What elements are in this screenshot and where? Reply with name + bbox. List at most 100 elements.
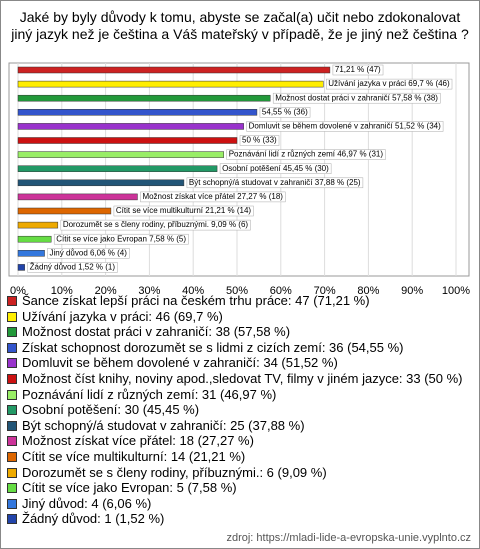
- legend-swatch: [7, 373, 17, 384]
- legend-label: Jiný důvod: 4 (6,06 %): [22, 495, 152, 511]
- legend-label: Dorozumět se s členy rodiny, příbuznými.…: [22, 464, 327, 480]
- x-tick-label: 90%: [401, 285, 423, 297]
- value-label: Možnost získat více přátel 27,27 % (18): [142, 192, 283, 201]
- x-tick-label: 30%: [138, 285, 160, 297]
- legend-swatch: [7, 405, 17, 416]
- value-label-bg: [226, 149, 386, 160]
- value-label: Osobní potěšení 45,45 % (30): [222, 164, 329, 173]
- value-label-bg: [239, 135, 280, 146]
- value-label: Žádný důvod 1,52 % (1): [30, 263, 116, 272]
- legend-label: Možnost získat více přátel: 18 (27,27 %): [22, 433, 254, 449]
- legend-swatch: [7, 296, 17, 306]
- value-label-bg: [47, 248, 130, 259]
- legend-item: Žádný důvod: 1 (1,52 %): [7, 511, 469, 527]
- legend-swatch: [7, 451, 17, 462]
- value-label: Poznávání lidí z různých zemí 46,97 % (3…: [229, 150, 384, 159]
- legend-label: Cítit se více multikulturní: 14 (21,21 %…: [22, 448, 246, 464]
- legend-swatch: [7, 483, 17, 494]
- value-label: Být schopný/á studovat v zahraničí 37,88…: [189, 178, 361, 187]
- value-label: 71,21 % (47): [335, 65, 381, 74]
- legend-swatch: [7, 467, 17, 478]
- value-label-bg: [53, 233, 189, 245]
- x-tick-label: 10%: [51, 285, 73, 297]
- bar: [17, 137, 238, 144]
- legend-label: Cítit se více jako Evropan: 5 (7,58 %): [22, 480, 237, 496]
- bar: [17, 179, 185, 187]
- value-label-bg: [140, 191, 286, 203]
- value-label: Dorozumět se s členy rodiny, příbuznými.…: [63, 220, 249, 229]
- x-tick-label: 50%: [226, 285, 248, 297]
- value-label-bg: [272, 92, 441, 104]
- legend-swatch: [7, 311, 17, 322]
- value-label-bg: [326, 78, 453, 90]
- x-tick-label: 40%: [182, 285, 204, 297]
- bar: [17, 250, 45, 257]
- legend-swatch: [7, 498, 17, 509]
- legend: Šance získat lepší práci na českém trhu …: [7, 293, 469, 527]
- legend-label: Možnost číst knihy, noviny apod.,sledova…: [22, 370, 463, 386]
- value-label-bg: [113, 205, 254, 217]
- value-label-bg: [186, 177, 364, 189]
- x-tick-label: 80%: [357, 285, 379, 297]
- legend-label: Domluvit se během dovolené v zahraničí: …: [22, 355, 338, 371]
- value-label: Domluvit se během dovolené v zahraničí 5…: [249, 122, 441, 131]
- value-label: Užívání jazyka v práci 69,7 % (46): [328, 79, 450, 88]
- value-label-bg: [246, 121, 444, 132]
- legend-item: Možnost získat více přátel: 18 (27,27 %): [7, 433, 469, 449]
- x-tick-label: 20%: [95, 285, 117, 297]
- legend-item: Cítit se více multikulturní: 14 (21,21 %…: [7, 449, 469, 465]
- legend-swatch: [7, 389, 17, 400]
- legend-label: Být schopný/á studovat v zahraničí: 25 (…: [22, 417, 305, 433]
- legend-label: Získat schopnost dorozumět se s lidmi z …: [22, 339, 404, 355]
- legend-label: Šance získat lepší práci na českém trhu …: [22, 293, 370, 308]
- bar: [17, 221, 59, 229]
- legend-item: Cítit se více jako Evropan: 5 (7,58 %): [7, 480, 469, 496]
- legend-swatch: [7, 514, 17, 525]
- value-label: Cítit se více multikulturní 21,21 % (14): [116, 206, 252, 215]
- legend-label: Užívání jazyka v práci: 46 (69,7 %): [22, 308, 223, 324]
- value-label: Možnost dostat práci v zahraničí 57,58 %…: [275, 93, 438, 102]
- legend-item: Šance získat lepší práci na českém trhu …: [7, 293, 469, 309]
- value-label: 54,55 % (36): [262, 107, 308, 116]
- legend-swatch: [7, 327, 17, 338]
- legend-item: Být schopný/á studovat v zahraničí: 25 (…: [7, 418, 469, 434]
- value-label: Jiný důvod 6,06 % (4): [50, 248, 128, 257]
- plot: 0% 10% 20% 30% 40% 50% 60% 70% 80% 90% 100% 71,21 %…: [8, 62, 470, 297]
- bar: [17, 151, 224, 158]
- value-label-bg: [332, 64, 384, 76]
- legend-item: Poznávání lidí z různých zemí: 31 (46,97…: [7, 387, 469, 403]
- bar: [17, 109, 258, 116]
- legend-item: Dorozumět se s členy rodiny, příbuznými.…: [7, 465, 469, 481]
- chart-title: Jaké by byly důvody k tomu, abyste se za…: [11, 9, 469, 42]
- legend-item: Jiný důvod: 4 (6,06 %): [7, 496, 469, 512]
- value-label-bg: [60, 219, 251, 231]
- legend-swatch: [7, 358, 17, 369]
- bar: [17, 80, 324, 88]
- value-label: 50 % (33): [242, 136, 277, 145]
- legend-item: Získat schopnost dorozumět se s lidmi z …: [7, 340, 469, 356]
- value-label: Cítit se více jako Evropan 7,58 % (5): [56, 234, 186, 243]
- legend-label: Možnost dostat práci v zahraničí: 38 (57…: [22, 324, 291, 340]
- bar: [17, 193, 138, 201]
- legend-item: Užívání jazyka v práci: 46 (69,7 %): [7, 309, 469, 325]
- legend-item: Možnost dostat práci v zahraničí: 38 (57…: [7, 324, 469, 340]
- legend-label: Osobní potěšení: 30 (45,45 %): [22, 402, 200, 418]
- bar: [17, 66, 331, 74]
- legend-swatch: [7, 342, 17, 353]
- legend-label: Žádný důvod: 1 (1,52 %): [22, 511, 165, 527]
- x-tick-label: 100%: [442, 285, 470, 297]
- bar: [17, 165, 218, 172]
- bar: [17, 94, 271, 102]
- legend-swatch: [7, 420, 17, 431]
- x-tick-label: 70%: [314, 285, 336, 297]
- source: zdroj: https://mladi-lide-a-evropska-uni…: [226, 532, 471, 544]
- legend-item: Osobní potěšení: 30 (45,45 %): [7, 402, 469, 418]
- legend-item: Domluvit se během dovolené v zahraničí: …: [7, 355, 469, 371]
- bar: [17, 235, 52, 243]
- x-tick-label: 60%: [270, 285, 292, 297]
- legend-label: Poznávání lidí z různých zemí: 31 (46,97…: [22, 386, 277, 402]
- bar: [17, 123, 244, 130]
- legend-item: Možnost číst knihy, noviny apod.,sledova…: [7, 371, 469, 387]
- value-label-bg: [219, 163, 332, 174]
